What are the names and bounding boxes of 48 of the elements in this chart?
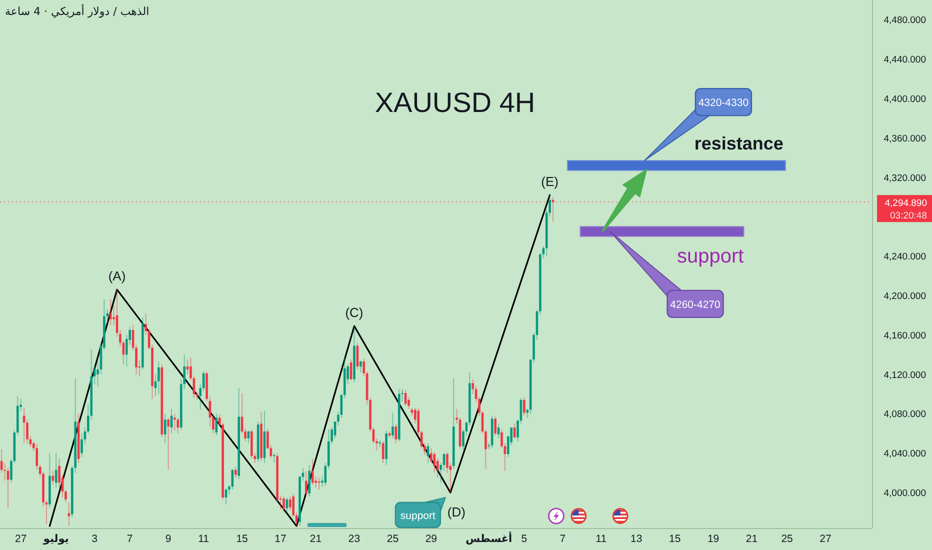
annotation: (E): [541, 174, 558, 190]
band-label: support: [677, 245, 744, 268]
x-tick-label: 3: [92, 533, 98, 545]
x-tick-label: 29: [425, 533, 438, 545]
x-tick-label: 11: [596, 533, 607, 545]
x-tick-label: 21: [746, 533, 758, 545]
x-tick-label: 15: [236, 533, 248, 545]
y-tick-label: 4,480.000: [884, 15, 926, 26]
x-tick-label: 17: [274, 533, 286, 545]
y-tick-label: 4,160.000: [884, 330, 926, 342]
annotation: (C): [345, 305, 364, 320]
title: XAUUSD 4H: [374, 87, 536, 118]
y-tick-label: 4,320.000: [884, 172, 926, 184]
y-tick-label: 4,000.000: [884, 488, 926, 500]
x-tick-label: 23: [348, 533, 360, 545]
annotation: support: [400, 510, 436, 522]
annotation: 4320-4330: [698, 97, 749, 110]
x-tick-label: 19: [707, 533, 720, 545]
x-tick-label: 7: [560, 533, 566, 545]
ref-line-label: 4,294.890: [884, 198, 927, 210]
annotation: support: [394, 497, 446, 528]
x-tick-label: 25: [386, 533, 399, 545]
y-tick-label: 4,040.000: [884, 448, 926, 460]
y-tick-label: 4,240.000: [884, 252, 926, 263]
annotation: (D): [447, 504, 466, 520]
x-tick-label: 27: [15, 533, 27, 545]
annotation: (A): [108, 268, 126, 284]
x-tick-label: 13: [630, 533, 642, 545]
y-tick-label: 4,080.000: [884, 409, 926, 420]
x-tick-label: 21: [310, 533, 322, 545]
y-tick-label: 4,360.000: [884, 133, 926, 144]
x-tick-label: 9: [165, 533, 172, 545]
annotation: 4260-4270: [670, 298, 721, 311]
y-tick-label: 4,400.000: [884, 94, 926, 105]
x-tick-label: 25: [781, 533, 793, 545]
annotation: 03:20:48: [890, 210, 927, 222]
y-tick-label: 4,120.000: [884, 370, 926, 381]
y-tick-label: 4,200.000: [884, 291, 926, 302]
x-tick-label: 15: [669, 533, 681, 545]
x-tick-label: 27: [820, 533, 832, 545]
x-tick-label: يوليو: [43, 533, 69, 545]
x-tick-label: 5: [521, 533, 528, 545]
x-tick-label: أغسطس: [466, 533, 512, 545]
y-tick-label: 4,440.000: [884, 54, 926, 66]
subtitle: الذهب / دولار أمريكي · 4 ساعة: [5, 5, 150, 18]
x-tick-label: 11: [198, 533, 210, 545]
band-label: resistance: [694, 134, 784, 154]
x-tick-label: 7: [126, 533, 133, 545]
